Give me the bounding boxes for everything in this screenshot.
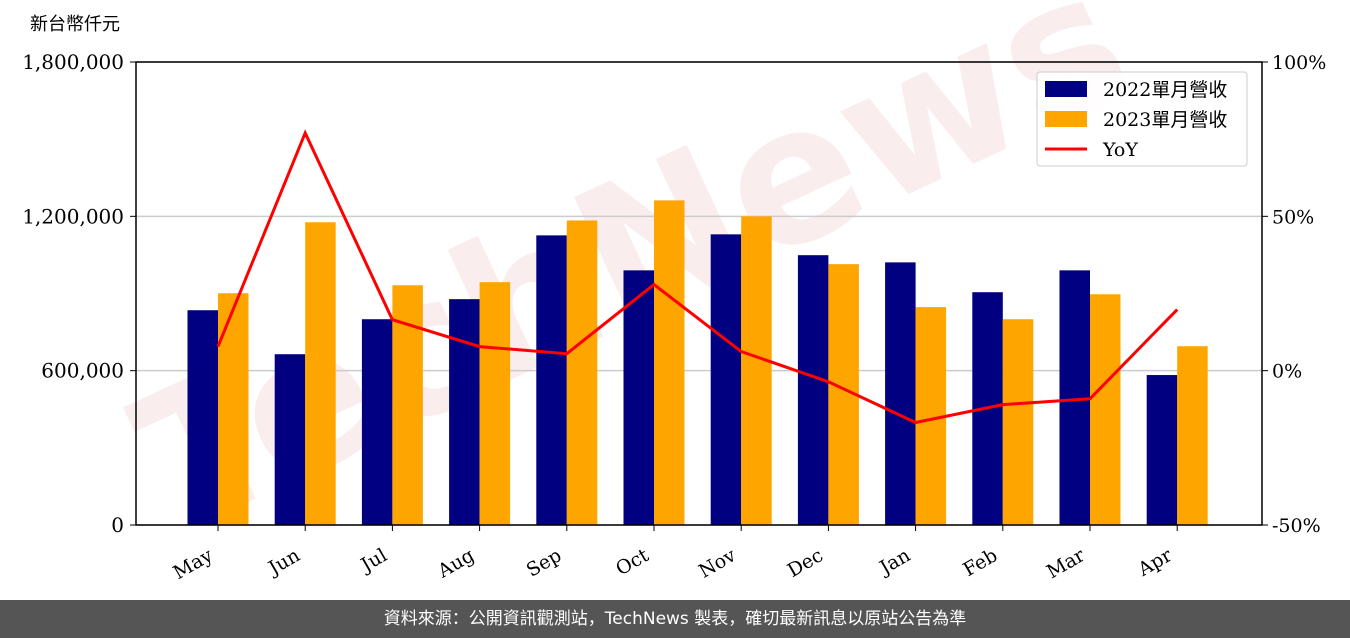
- y2-tick-label: 0%: [1272, 361, 1302, 383]
- bar: [1090, 294, 1121, 525]
- y-axis-label: 新台幣仟元: [30, 14, 120, 35]
- bar: [654, 200, 685, 525]
- x-tick-label: Jun: [263, 544, 304, 580]
- y2-tick-label: 50%: [1272, 206, 1314, 228]
- bar: [797, 255, 829, 525]
- legend-label: YoY: [1102, 139, 1138, 161]
- x-tick-label: Sep: [523, 544, 566, 581]
- legend: 2022單月營收 2023單月營收 YoY: [1036, 71, 1248, 167]
- line: [216, 129, 1179, 425]
- footer: 資料來源：公開資訊觀測站，TechNews 製表，確切最新訊息以原站公告為準: [0, 600, 1350, 638]
- x-tick-label: Dec: [784, 544, 827, 582]
- bar: [218, 293, 249, 525]
- legend-swatch: [1045, 111, 1087, 127]
- bar: [566, 220, 598, 525]
- bar: [1002, 319, 1034, 525]
- x-tick-label: Jul: [356, 544, 391, 577]
- legend-swatch: [1045, 81, 1087, 97]
- bar: [305, 222, 336, 525]
- bar: [741, 216, 772, 526]
- y-tick-label: 1,800,000: [22, 50, 124, 74]
- legend-box: [1036, 71, 1248, 167]
- chart: 新台幣仟元 TechNews0600,0001,200,0001,800,000…: [22, 0, 1326, 584]
- bar: [623, 270, 654, 525]
- x-tick-label: Apr: [1134, 544, 1177, 581]
- legend-label: 2022單月營收: [1103, 79, 1227, 101]
- x-tick-label: Oct: [612, 544, 653, 580]
- x-tick-label: Mar: [1043, 544, 1089, 583]
- bar: [274, 354, 306, 525]
- x-tick-label: Aug: [433, 544, 478, 583]
- x-tick-label: Feb: [960, 544, 1002, 581]
- bar: [361, 319, 393, 525]
- bar: [187, 310, 218, 525]
- y2-tick-label: 100%: [1272, 52, 1326, 74]
- bar: [885, 262, 916, 525]
- bar: [449, 299, 480, 525]
- legend-label: 2023單月營收: [1103, 109, 1227, 131]
- bar: [536, 235, 567, 525]
- y2-tick-label: -50%: [1272, 515, 1321, 537]
- y-tick-label: 0: [111, 513, 124, 537]
- y-tick-label: 1,200,000: [22, 204, 124, 228]
- bar: [479, 282, 511, 525]
- bar: [1146, 375, 1178, 525]
- bar: [1177, 346, 1208, 525]
- plot-frame: [135, 61, 1263, 526]
- bar: [710, 234, 742, 526]
- x-tick-label: Nov: [695, 544, 740, 583]
- y-tick-label: 600,000: [41, 359, 124, 383]
- x-tick-label: Jan: [874, 544, 914, 580]
